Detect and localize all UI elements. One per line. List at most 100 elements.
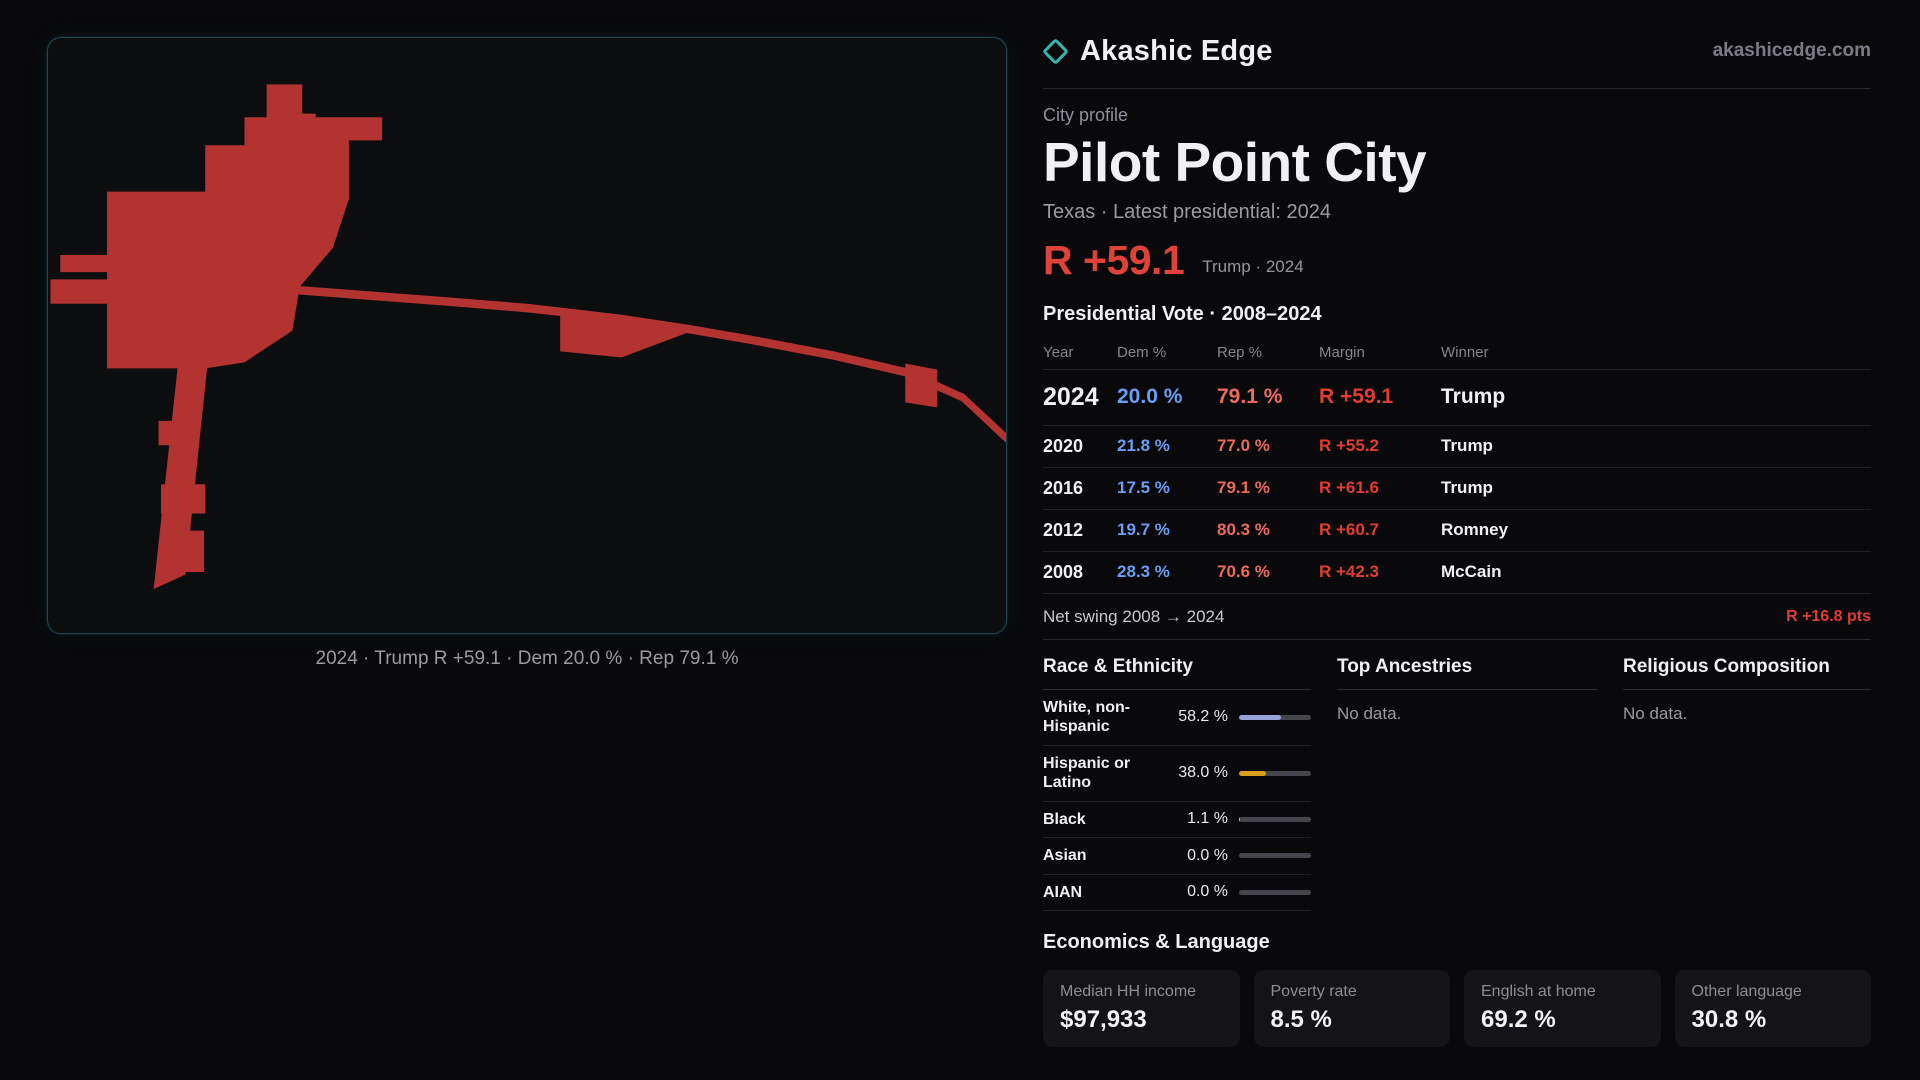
vote-cell-rep: 79.1 % (1217, 385, 1283, 408)
city-shape-block (160, 530, 204, 573)
race-value: 1.1 % (1187, 810, 1228, 828)
vote-cell-year: 2012 (1043, 519, 1084, 540)
net-swing-value: R +16.8 pts (1786, 607, 1871, 625)
stat-card-value: 30.8 % (1691, 1006, 1767, 1034)
vote-cell-year: 2020 (1043, 435, 1084, 456)
city-map-panel[interactable] (47, 37, 1007, 634)
vote-col-header: Dem % (1117, 343, 1167, 361)
race-label: AIAN (1043, 883, 1083, 901)
vote-cell-margin: R +60.7 (1319, 520, 1380, 539)
race-row: AIAN 0.0 % (1043, 875, 1311, 912)
header: Akashic Edge akashicedge.com (1042, 30, 1871, 72)
profile-subtitle: Texas · Latest presidential: 2024 (1043, 200, 1331, 223)
headline-note: Trump · 2024 (1202, 256, 1304, 276)
vote-cell-rep: 77.0 % (1217, 436, 1270, 455)
vote-cell-margin: R +55.2 (1319, 436, 1380, 455)
vote-cell-margin: R +42.3 (1319, 562, 1380, 581)
vote-cell-dem: 28.3 % (1117, 562, 1170, 581)
vote-table: Year Dem % Rep % Margin Winner 2024 20.0 % 79.… (1043, 336, 1871, 640)
vote-row: 2008 28.3 % 70.6 % R +42.3 McCain (1043, 552, 1871, 594)
race-title: Race & Ethnicity (1043, 656, 1311, 690)
city-shape-block (158, 420, 186, 446)
net-swing-label: Net swing 2008 → 2024 (1043, 606, 1225, 626)
race-row: Black 1.1 % (1043, 802, 1311, 839)
vote-cell-winner: Trump (1441, 478, 1493, 497)
race-value: 0.0 % (1187, 846, 1228, 864)
map-caption: 2024 · Trump R +59.1 · Dem 20.0 % · Rep … (315, 648, 739, 669)
stat-card-value: 69.2 % (1481, 1006, 1556, 1034)
city-shape-block (905, 363, 938, 408)
stat-card: Poverty rate 8.5 % (1253, 970, 1450, 1048)
race-bar-fill (1239, 770, 1267, 776)
header-divider (1043, 88, 1871, 89)
vote-cell-margin: R +59.1 (1319, 385, 1394, 408)
religion-column: Religious Composition No data. (1623, 656, 1871, 912)
ancestries-title: Top Ancestries (1337, 656, 1597, 690)
vote-cell-year: 2024 (1043, 382, 1099, 411)
city-boundary-map (50, 84, 1006, 590)
vote-row: 2016 17.5 % 79.1 % R +61.6 Trump (1043, 468, 1871, 510)
race-bar (1239, 816, 1311, 822)
race-bar-fill (1239, 714, 1281, 720)
race-label: White, non-Hispanic (1043, 698, 1131, 736)
profile-kicker: City profile (1043, 105, 1129, 125)
vote-cell-year: 2008 (1043, 561, 1084, 582)
stat-card-label: English at home (1481, 983, 1596, 1001)
stat-card-label: Median HH income (1060, 983, 1197, 1001)
vote-col-header: Margin (1319, 343, 1365, 361)
vote-table-header: Year Dem % Rep % Margin Winner (1043, 336, 1871, 370)
race-bar (1239, 714, 1311, 720)
vote-cell-winner: McCain (1441, 562, 1502, 581)
stat-card: Other language 30.8 % (1674, 970, 1871, 1048)
race-row: White, non-Hispanic 58.2 % (1043, 690, 1311, 746)
vote-cell-winner: Romney (1441, 520, 1509, 539)
city-profile-panel: Akashic Edge akashicedge.com City profil… (1042, 30, 1871, 1080)
ancestries-column: Top Ancestries No data. (1337, 656, 1597, 912)
race-value: 38.0 % (1178, 764, 1228, 782)
race-row: Hispanic or Latino 38.0 % (1043, 746, 1311, 802)
diamond-icon (1042, 37, 1069, 65)
net-swing-row: Net swing 2008 → 2024 R +16.8 pts (1043, 594, 1871, 640)
ancestries-empty: No data. (1337, 703, 1402, 723)
stat-card: English at home 69.2 % (1464, 970, 1661, 1048)
race-value: 58.2 % (1178, 708, 1228, 726)
vote-cell-margin: R +61.6 (1319, 478, 1380, 497)
race-label: Black (1043, 810, 1086, 828)
headline-margin: R +59.1 (1043, 236, 1185, 283)
stat-card: Median HH income $97,933 (1043, 970, 1240, 1048)
economics-section-title: Economics & Language (1043, 931, 1270, 954)
vote-section-title: Presidential Vote · 2008–2024 (1043, 302, 1322, 325)
stat-card-label: Other language (1691, 983, 1802, 1001)
brand-link[interactable]: Akashic Edge (1042, 34, 1273, 68)
vote-col-header: Year (1043, 343, 1074, 361)
econ-cards: Median HH income $97,933 Poverty rate 8.5 %… (1043, 970, 1871, 1048)
race-bar (1239, 889, 1311, 895)
race-bar (1239, 853, 1311, 859)
race-rows: White, non-Hispanic 58.2 % Hispanic or Lat… (1043, 690, 1311, 912)
stat-card-value: $97,933 (1060, 1006, 1147, 1034)
brand-site-link[interactable]: akashicedge.com (1712, 40, 1871, 61)
city-shape-body (50, 84, 383, 369)
vote-cell-rep: 80.3 % (1217, 520, 1270, 539)
demographics-section: Race & Ethnicity White, non-Hispanic 58.2… (1043, 656, 1871, 912)
race-label: Asian (1043, 847, 1087, 865)
vote-cell-dem: 19.7 % (1117, 520, 1170, 539)
vote-table-body: 2024 20.0 % 79.1 % R +59.1 Trump 2020 21.8 % 77… (1043, 370, 1871, 594)
vote-cell-winner: Trump (1441, 436, 1493, 455)
race-row: Asian 0.0 % (1043, 838, 1311, 875)
vote-cell-dem: 17.5 % (1117, 478, 1170, 497)
vote-cell-winner: Trump (1441, 385, 1506, 408)
religion-empty: No data. (1623, 703, 1688, 723)
vote-row: 2020 21.8 % 77.0 % R +55.2 Trump (1043, 426, 1871, 468)
page-title: Pilot Point City (1043, 131, 1427, 193)
race-bar (1239, 770, 1311, 776)
brand-name: Akashic Edge (1080, 34, 1273, 67)
religion-title: Religious Composition (1623, 656, 1871, 690)
vote-cell-rep: 70.6 % (1217, 562, 1270, 581)
vote-cell-dem: 20.0 % (1117, 385, 1183, 408)
vote-col-header: Rep % (1217, 343, 1263, 361)
stat-card-label: Poverty rate (1270, 983, 1357, 1001)
stat-card-value: 8.5 % (1270, 1006, 1332, 1034)
city-shape-east-corridor (292, 285, 1006, 443)
vote-cell-dem: 21.8 % (1117, 436, 1170, 455)
